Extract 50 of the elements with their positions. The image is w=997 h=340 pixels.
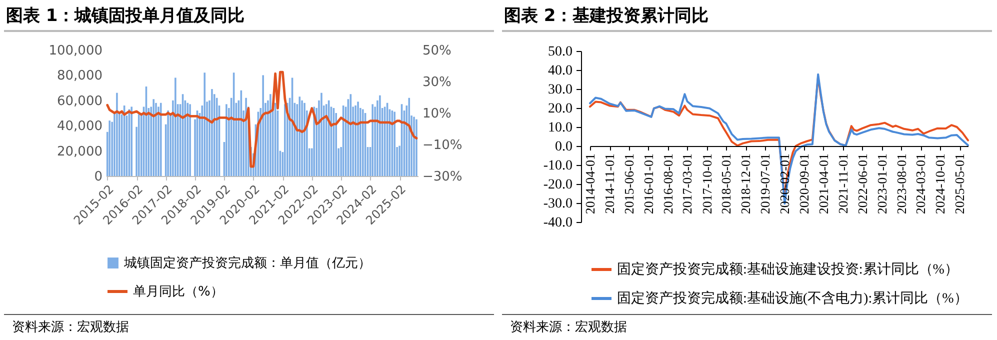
y-tick-label: 0.0 xyxy=(555,140,572,154)
x-tick-label: 2020-09-01 xyxy=(796,154,812,214)
x-tick-label: 2024-03-01 xyxy=(913,154,928,214)
y2-tick-label: −10% xyxy=(422,138,462,153)
x-tick-label: 2022-06-01 xyxy=(854,154,870,214)
y-tick-label: 30.0 xyxy=(548,82,572,98)
legend-label: 固定资产投资完成额:基础设施建设投资:累计同比（%） xyxy=(617,262,958,278)
x-tick-label: 2017-10-01 xyxy=(699,154,714,214)
line-series xyxy=(106,70,418,168)
x-tick-label: 2014-04-01 xyxy=(582,154,598,214)
x-tick-label: 2024-10-01 xyxy=(932,154,948,214)
y-tick-label: -20.0 xyxy=(543,178,572,192)
legend-label: 固定资产投资完成额:基础设施(不含电力):累计同比（%） xyxy=(617,290,968,306)
x-tick-label: 2015-06-01 xyxy=(621,154,636,214)
x-tick-label: 2019-07-01 xyxy=(758,154,773,214)
x-tick-label: 2021-04-01 xyxy=(816,154,831,214)
y-tick-label: 100,000 xyxy=(48,44,102,58)
x-tick-label: 2021-11-01 xyxy=(836,154,851,214)
x-tick-label: 2016-08-01 xyxy=(660,154,676,214)
y-tick-label: -30.0 xyxy=(543,196,572,212)
y-tick-label: 40,000 xyxy=(57,119,102,134)
x-tick-label: 2023-01-01 xyxy=(874,154,890,214)
x-tick-label: 2018-05-01 xyxy=(718,154,734,214)
chart-title: 图表 1：城镇固投单月值及同比 xyxy=(4,0,494,32)
text: 资料来源：宏观数据 xyxy=(4,314,494,336)
y-tick-label: 80,000 xyxy=(57,68,102,84)
y-tick-label: 40.0 xyxy=(548,64,572,78)
text: 资料来源：宏观数据 xyxy=(502,314,992,336)
x-tick-label: 2014-11-01 xyxy=(602,154,618,214)
y-tick-label: 60,000 xyxy=(57,94,102,109)
x-tick-label: 2016-01-01 xyxy=(640,154,656,214)
y2-tick-label: 30% xyxy=(422,75,452,90)
y2-tick-label: −30% xyxy=(422,170,462,184)
x-tick-label: 2020-02-01 xyxy=(777,154,792,214)
y2-tick-label: 10% xyxy=(422,106,452,122)
y-tick-label: 20,000 xyxy=(57,144,102,160)
x-tick-label: 2017-03-01 xyxy=(680,154,695,214)
legend-label: 城镇固定资产投资完成额：单月值（亿元） xyxy=(123,255,371,271)
y-tick-label: 10.0 xyxy=(548,120,572,136)
y-tick-label: 50.0 xyxy=(548,44,572,60)
y2-tick-label: 50% xyxy=(422,44,452,58)
x-tick-label: 2018-12-01 xyxy=(738,154,754,214)
legend-label: 单月同比（%） xyxy=(133,284,224,300)
y-tick-label: -40.0 xyxy=(543,216,572,230)
y-tick-label: 20.0 xyxy=(548,102,572,116)
y-tick-label: 0 xyxy=(94,170,102,184)
x-tick-label: 2025-05-01 xyxy=(952,154,968,214)
x-tick-label: 2023-08-01 xyxy=(894,154,909,214)
chart-title: 图表 2：基建投资累计同比 xyxy=(502,0,992,32)
y-tick-label: -10.0 xyxy=(543,158,572,174)
